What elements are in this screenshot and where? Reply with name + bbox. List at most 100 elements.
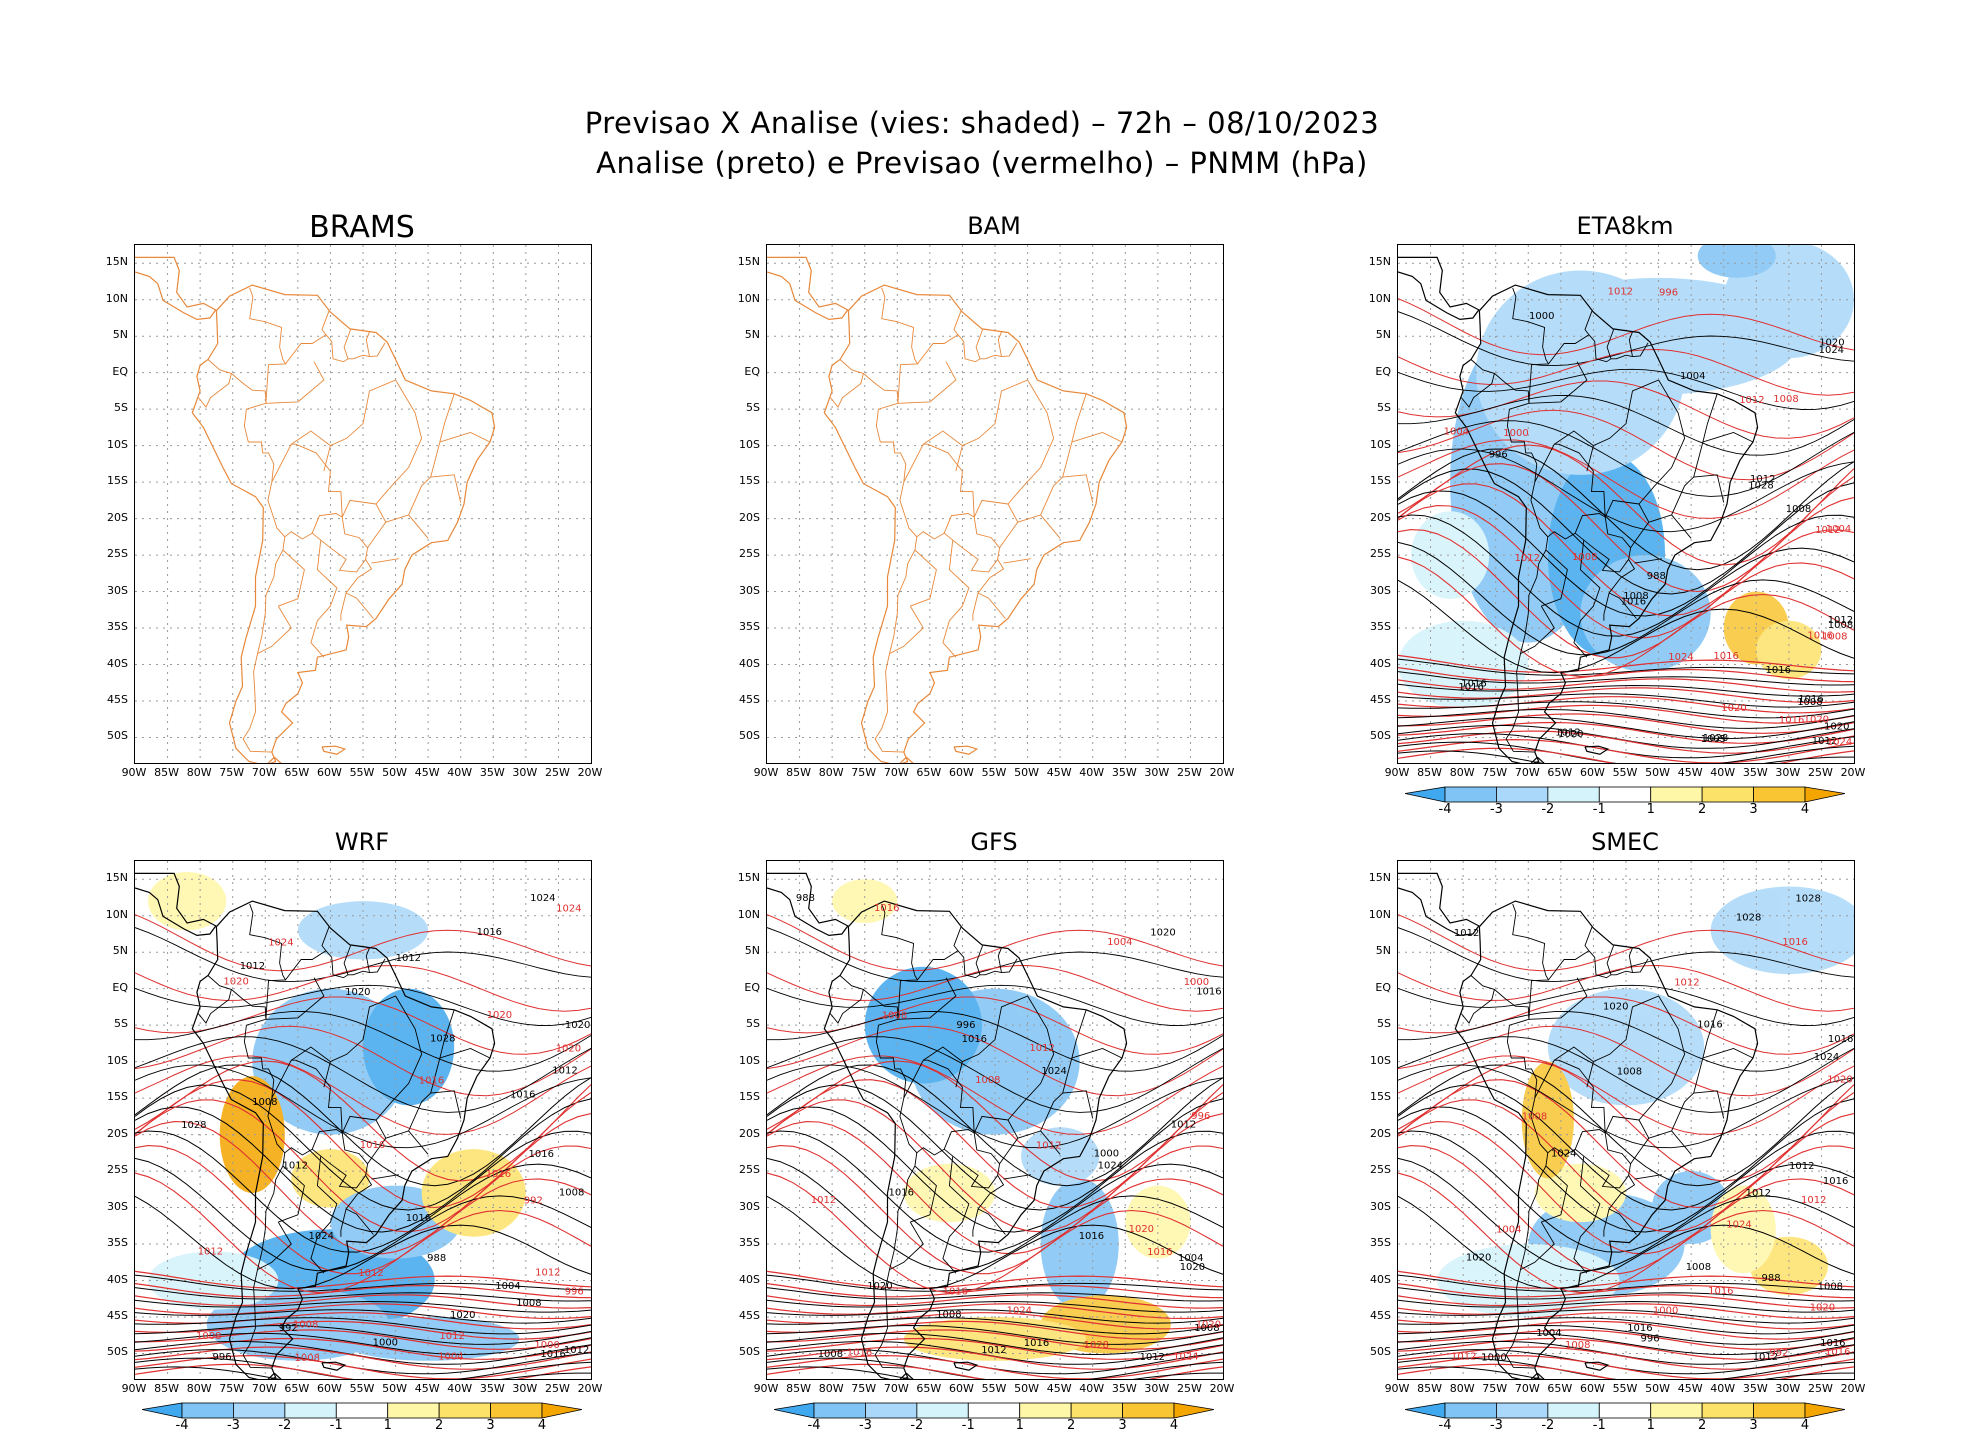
lat-tick-label: 20S [1370,510,1391,524]
forecast-isobar [1398,1329,1854,1350]
lat-tick-label: 20S [107,510,128,524]
isobar-label: 1004 [1107,937,1132,948]
colorbar-label: 2 [1067,1418,1076,1433]
lat-tick-label: 40S [739,656,760,670]
colorbar-label: -4 [1438,1418,1452,1433]
forecast-isobar [767,1145,1223,1275]
isobar-label: 1012 [1815,525,1840,536]
lat-tick-label: 15N [1368,871,1391,885]
colorbar-label: 1 [1646,802,1655,817]
forecast-isobar [135,1363,591,1379]
forecast-isobar [1398,1099,1854,1233]
colorbar-segment [490,1402,543,1419]
colorbar-segment [387,1402,440,1419]
lat-tick-label: 30S [1370,583,1391,597]
colorbar-label: -1 [1592,802,1606,817]
analysis-isobar [1398,701,1854,719]
analysis-isobar [1398,693,1854,708]
isobar-label: 1008 [1828,620,1853,631]
analysis-isobar [1398,448,1854,533]
forecast-isobar [767,1099,1223,1233]
isobars [135,914,591,1379]
lat-tick-label: 30S [107,1199,128,1213]
lat-tick-label: 5S [114,401,128,415]
colorbar-label: 4 [537,1418,547,1433]
isobar-label: 1016 [1798,694,1823,705]
colorbar-segment [1753,1402,1806,1419]
analysis-isobar [135,1366,591,1379]
analysis-isobar [1398,1106,1854,1233]
lon-tick-label: 60W [1579,766,1605,779]
colorbar-segment [142,1402,183,1419]
map-canvas: 1012 1008 1012 1008 1016 1012 1016 1020 1024 1016… [1398,861,1854,1379]
colorbar-label: -4 [1438,802,1452,817]
lon-tick-label: 80W [1449,766,1475,779]
isobar-label: 1016 [529,1149,554,1160]
isobar-label: 1008 [936,1310,961,1321]
lon-tick-label: 40W [1710,766,1736,779]
colorbar-segment [438,1402,491,1419]
lon-tick-label: 75W [1482,1382,1508,1395]
isobar-label: 1024 [1098,1161,1123,1172]
panel-title: BAM [967,212,1021,240]
analysis-isobar [1398,420,1854,497]
analysis-isobar [767,1366,1223,1379]
isobar-label: 1012 [240,961,265,972]
colorbar-segment [284,1402,337,1419]
isobar-label: 1008 [882,1010,907,1021]
analysis-isobar [1398,395,1854,456]
analysis-isobar [1398,579,1854,674]
forecast-isobar [1398,556,1854,678]
lon-tick-label: 55W [981,766,1007,779]
lon-tick-label: 80W [186,766,212,779]
isobar-label: 1004 [1536,1328,1561,1339]
lon-tick-label: 45W [414,1382,440,1395]
isobar-label: 1005 [1701,734,1726,745]
colorbar-segment [865,1402,918,1419]
graticule [135,245,591,763]
lon-tick-label: 90W [753,1382,779,1395]
analysis-isobar [135,984,591,1026]
isobar-label: 1020 [1603,1001,1628,1012]
lon-tick-label: 65W [284,1382,310,1395]
lat-tick-label: 20S [739,1126,760,1140]
forecast-isobar [1398,1121,1854,1255]
lon-tick-label: 60W [316,1382,342,1395]
lat-tick-label: 40S [1370,1272,1391,1286]
analysis-isobar [1398,1195,1854,1290]
lat-tick-label: 50S [739,1345,760,1359]
map-canvas [767,245,1223,763]
forecast-isobar [1398,687,1854,704]
lat-tick-label: 5N [744,944,760,958]
isobar-label: 1008 [1818,1281,1843,1292]
isobar-label: 1024 [268,938,293,949]
forecast-isobar [135,1099,591,1233]
borders [1460,287,1754,753]
isobar-label: 1016 [1825,1347,1850,1358]
analysis-isobar [1398,1366,1854,1379]
colorbar-label: 4 [1169,1418,1179,1433]
colorbar-label: 2 [435,1418,444,1433]
forecast-isobar [1398,730,1854,754]
forecast-isobar [767,964,1223,1012]
forecast-isobar [1398,747,1854,763]
borders [197,903,491,1369]
analysis-isobar [767,1357,1223,1379]
lat-tick-label: 10S [739,1053,760,1067]
lat-tick-label: 15S [739,474,760,488]
lat-tick-label: 5N [744,328,760,342]
borders [197,287,491,753]
lat-tick-label: 10S [1370,1053,1391,1067]
forecast-isobar [767,1270,1223,1289]
analysis-isobar [767,1157,1223,1272]
lon-tick-label: 25W [1807,1382,1833,1395]
lon-tick-label: 55W [349,766,375,779]
isobar-label: 1008 [1797,697,1822,708]
colorbar-segment [335,1402,389,1419]
forecast-isobar [135,1145,591,1275]
isobar-label: 1008 [1565,1340,1590,1351]
isobar-label: 996 [1659,288,1678,299]
forecast-isobar [1398,348,1854,396]
panel-title: GFS [970,828,1018,856]
figure-title-line2: Analise (preto) e Previsao (vermelho) – … [596,146,1368,180]
